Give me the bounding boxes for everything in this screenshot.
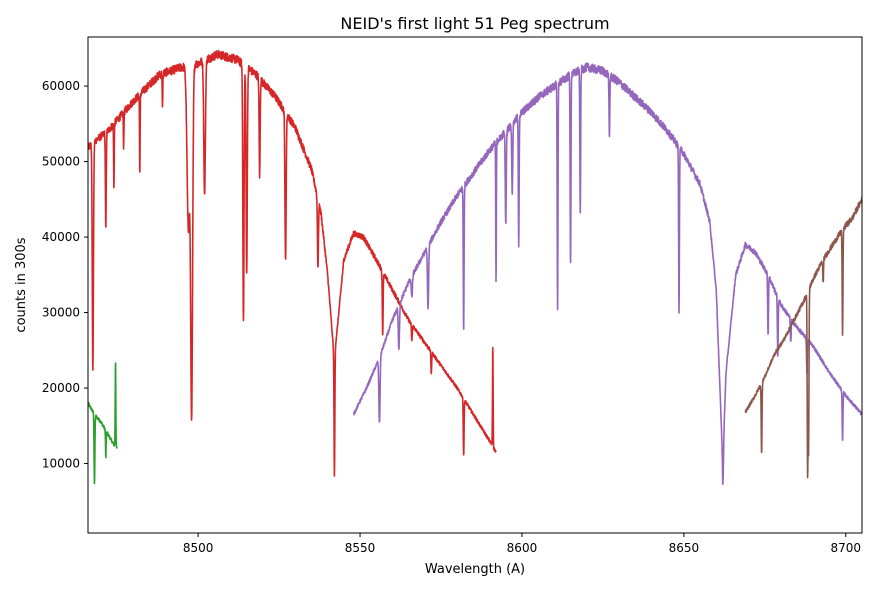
plot-frame xyxy=(87,36,863,534)
y-axis-title: counts in 300s xyxy=(14,237,29,332)
y-tick-label: 50000 xyxy=(42,155,80,169)
x-tick-label: 8650 xyxy=(669,541,700,555)
x-tick-label: 8550 xyxy=(345,541,376,555)
series-line-order-brown xyxy=(744,196,862,479)
x-axis-title: Wavelength (A) xyxy=(425,562,525,577)
series-line-order-green xyxy=(88,362,118,485)
x-tick-label: 8700 xyxy=(831,541,862,555)
y-tick-label: 40000 xyxy=(42,230,80,244)
series-layer xyxy=(88,49,862,486)
series-line-order-red xyxy=(88,49,497,477)
chart-title: NEID's first light 51 Peg spectrum xyxy=(340,14,609,33)
x-axis: 8500 8550 8600 8650 8700 xyxy=(183,533,861,555)
x-tick-label: 8600 xyxy=(507,541,538,555)
y-tick-label: 60000 xyxy=(42,79,80,93)
x-tick-label: 8500 xyxy=(183,541,214,555)
y-tick-label: 20000 xyxy=(42,381,80,395)
y-tick-label: 10000 xyxy=(42,457,80,471)
y-tick-label: 30000 xyxy=(42,306,80,320)
plot-area xyxy=(87,36,863,534)
series-line-order-purple xyxy=(352,62,862,486)
y-axis: 10000 20000 30000 40000 50000 60000 xyxy=(42,79,88,471)
